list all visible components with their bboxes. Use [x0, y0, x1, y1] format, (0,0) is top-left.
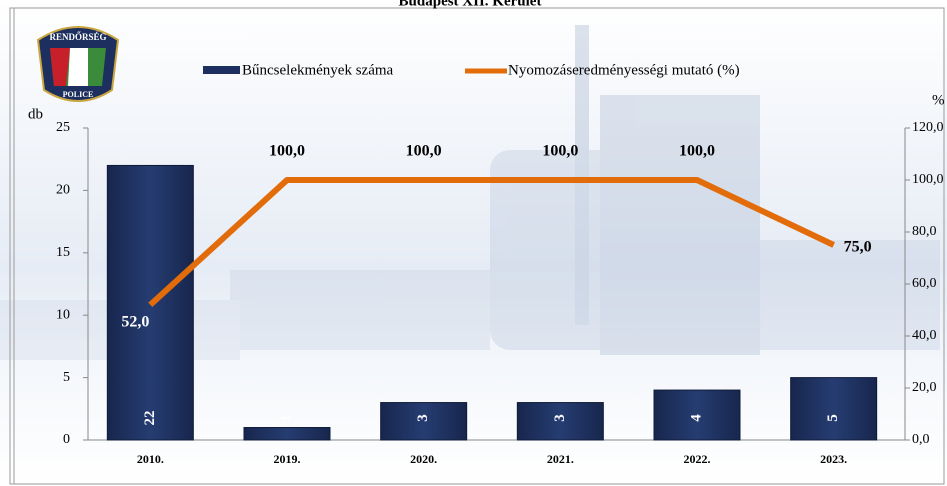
bar-value-label: 3 — [415, 414, 431, 422]
bar-value-label: 22 — [142, 411, 158, 426]
y2-tick-label: 120,0 — [912, 120, 944, 135]
bar — [380, 402, 468, 441]
y-tick-label: 5 — [63, 370, 70, 385]
y2-tick-label: 40,0 — [912, 328, 937, 343]
y-tick-label: 20 — [56, 183, 70, 198]
line — [148, 177, 835, 308]
bar-value-label: 4 — [688, 414, 704, 422]
y2-axis-label: % — [932, 92, 945, 108]
chart-title: Budapest XII. Kerület — [399, 0, 542, 9]
legend-label: Nyomozáseredményességi mutató (%) — [508, 62, 740, 78]
y2-tick-label: 20,0 — [912, 380, 937, 395]
bar — [516, 402, 604, 441]
line-value-label: 75,0 — [844, 239, 872, 256]
y-tick-label: 10 — [56, 307, 70, 322]
x-tick-label: 2010. — [137, 452, 164, 466]
y-tick-label: 15 — [56, 245, 70, 260]
bar-value-label: 5 — [825, 414, 841, 422]
line-value-label: 52,0 — [121, 313, 149, 330]
x-tick-label: 2020. — [410, 452, 437, 466]
legend-label: Bűncselekmények száma — [242, 62, 394, 78]
y2-tick-label: 100,0 — [912, 172, 944, 187]
line-value-label: 100,0 — [542, 143, 578, 160]
x-tick-label: 2022. — [684, 452, 711, 466]
line-value-label: 100,0 — [406, 143, 442, 160]
x-tick-label: 2021. — [547, 452, 574, 466]
x-tick-label: 2019. — [274, 452, 301, 466]
logo: RENDŐRSÉG POLICE — [36, 26, 120, 102]
line-value-label: 100,0 — [679, 143, 715, 160]
y-axis-label: db — [28, 106, 43, 122]
y-tick-label: 25 — [56, 120, 70, 135]
bar — [790, 377, 878, 441]
background-building — [0, 25, 940, 360]
bar-value-label: 1 — [278, 414, 294, 422]
logo-text: POLICE — [63, 90, 94, 99]
legend-swatch — [203, 66, 240, 74]
bar — [653, 389, 741, 441]
bar — [243, 427, 331, 441]
y2-tick-label: 0,0 — [912, 432, 930, 447]
bar-value-label: 3 — [552, 414, 568, 422]
frame — [9, 7, 945, 485]
y-tick-label: 0 — [63, 432, 70, 447]
line-value-label: 100,0 — [269, 143, 305, 160]
logo-text: RENDŐRSÉG — [49, 32, 106, 42]
x-tick-label: 2023. — [820, 452, 847, 466]
y2-tick-label: 80,0 — [912, 224, 937, 239]
y2-tick-label: 60,0 — [912, 276, 937, 291]
